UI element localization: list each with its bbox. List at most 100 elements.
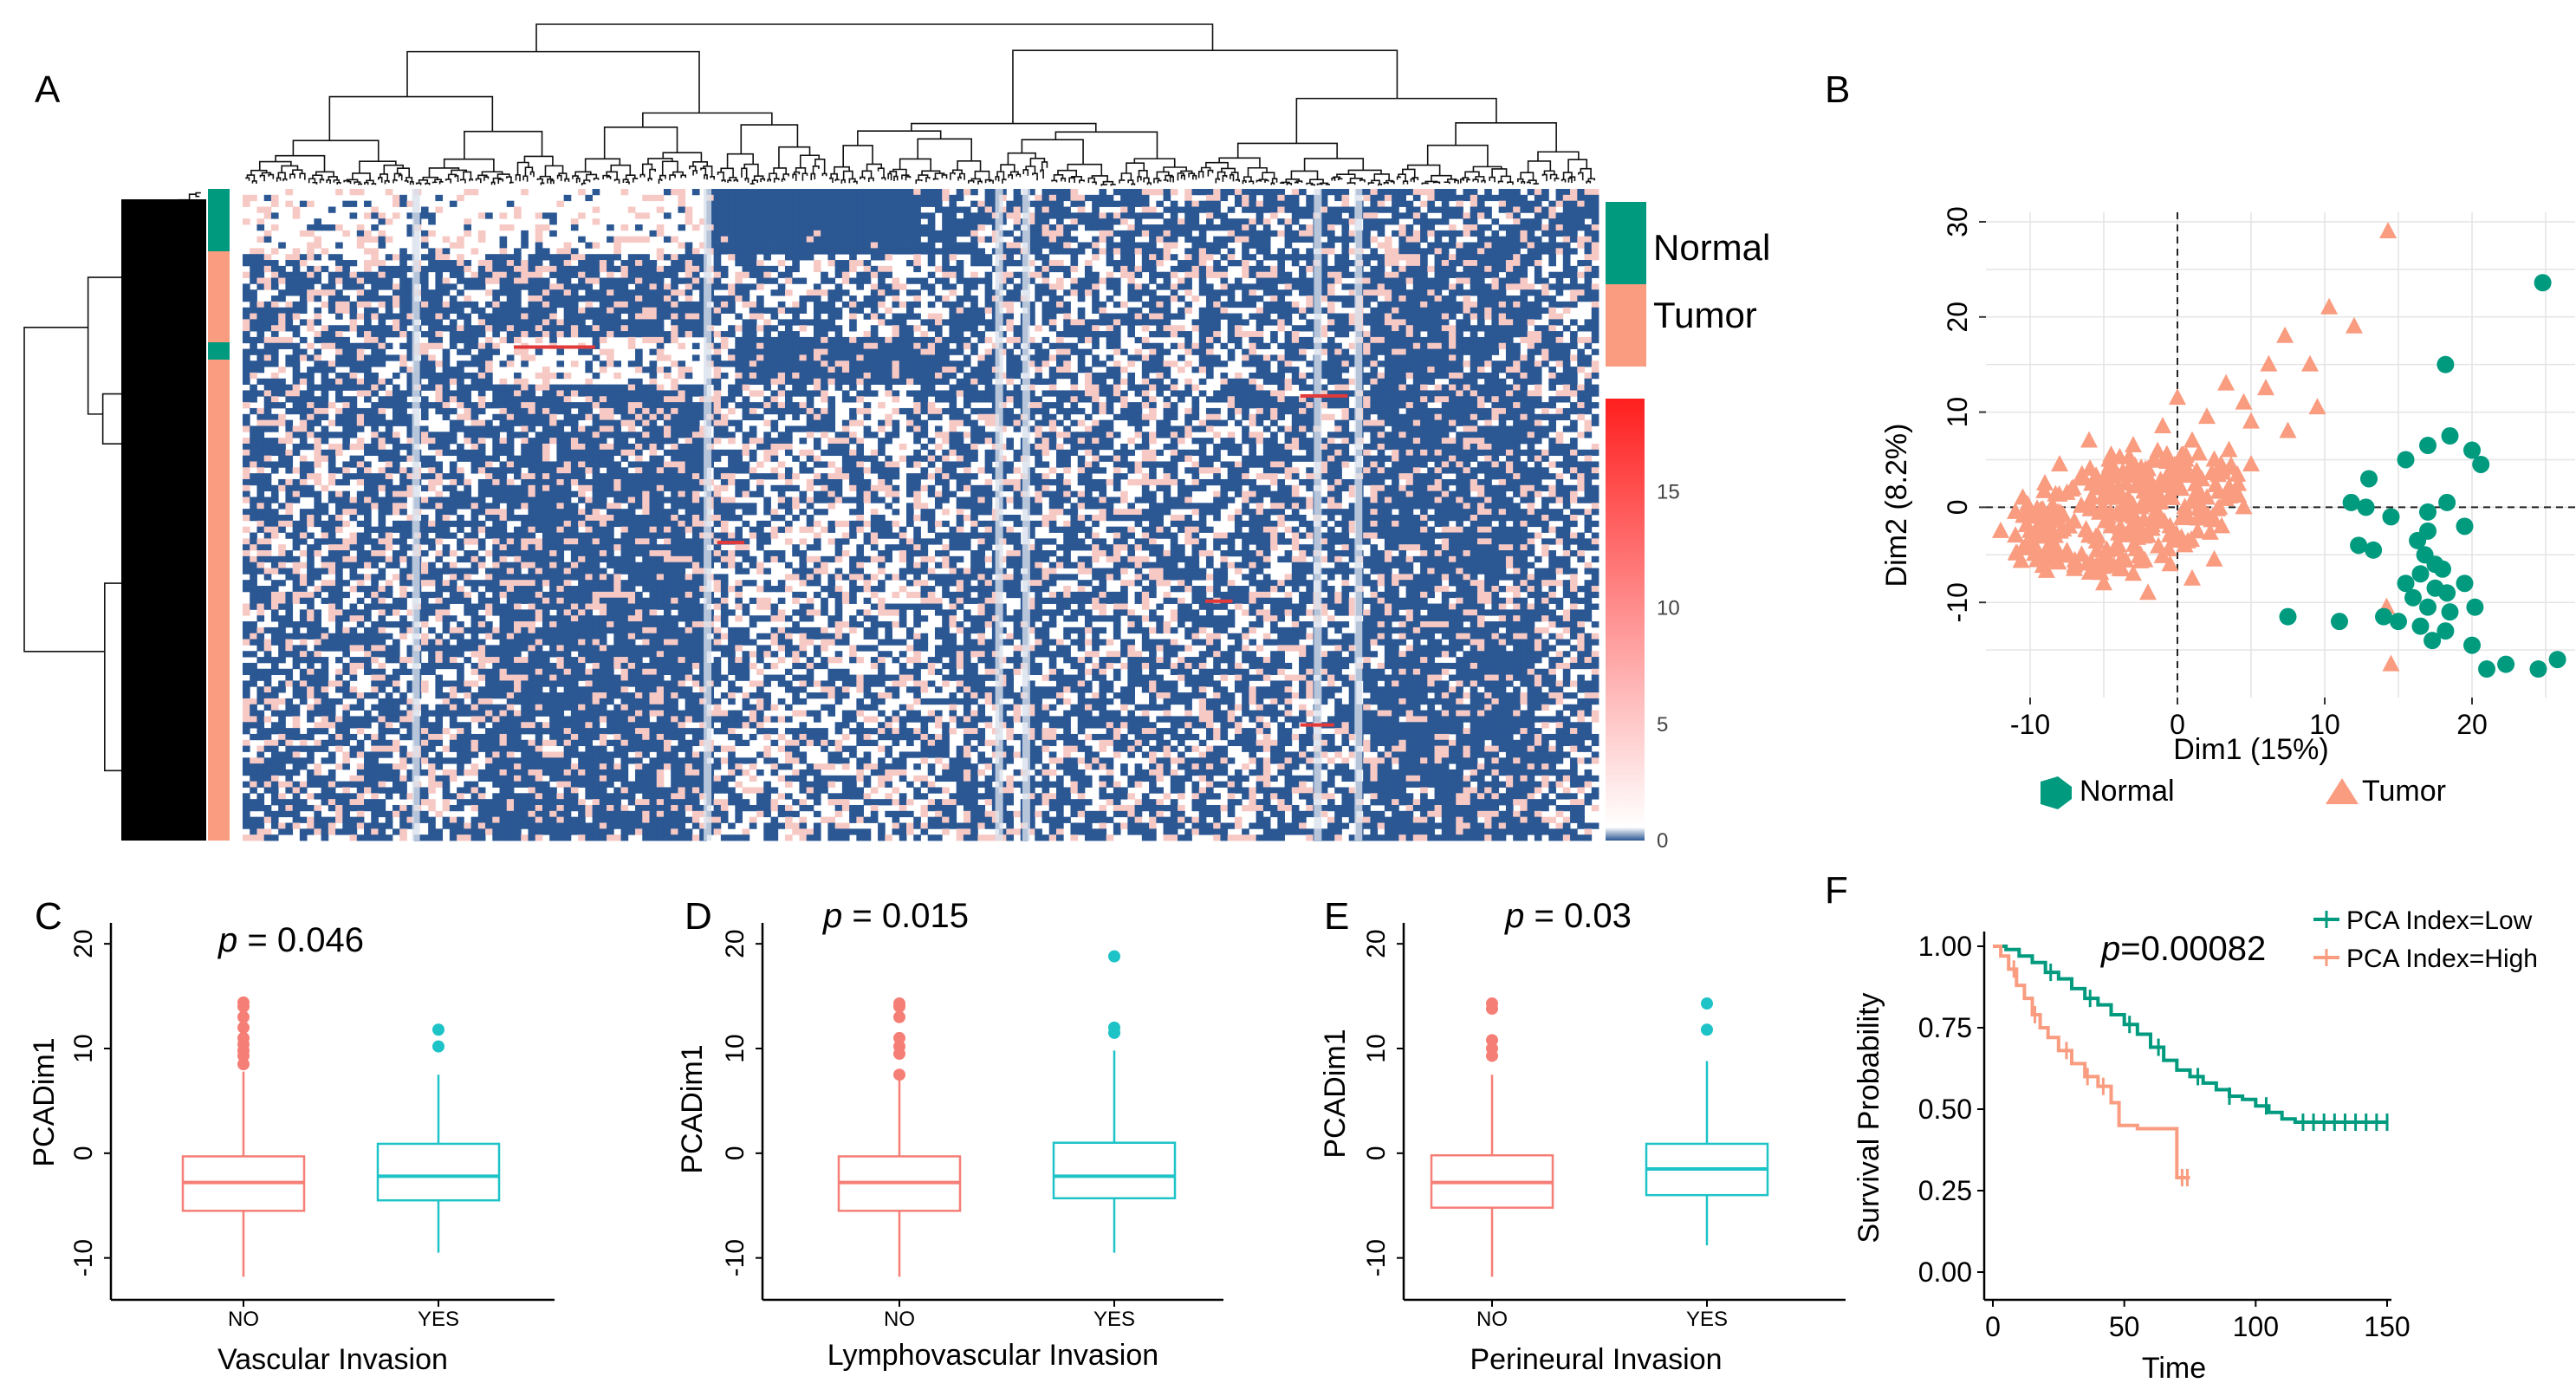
heatmap-cell	[1463, 271, 1471, 278]
heatmap-cell	[1256, 189, 1264, 196]
heatmap-cell	[1513, 319, 1521, 326]
heatmap-cell	[799, 354, 808, 361]
heatmap-cell	[1449, 254, 1457, 261]
heatmap-cell	[1562, 242, 1571, 249]
heatmap-cell	[1220, 307, 1229, 314]
heatmap-cell	[1463, 218, 1471, 225]
column-dendrogram-branch	[658, 179, 663, 185]
heatmap-cell	[777, 271, 786, 278]
heatmap-cell	[335, 307, 343, 314]
heatmap-cell	[1213, 331, 1221, 338]
heatmap-cell	[785, 242, 793, 249]
heatmap-cell	[592, 277, 600, 284]
heatmap-cell	[292, 325, 301, 332]
heatmap-cell	[1249, 331, 1257, 338]
heatmap-cell	[1127, 283, 1136, 290]
column-dendrogram-branch	[622, 179, 629, 183]
heatmap-cell	[849, 248, 857, 255]
heatmap-cell	[1006, 372, 1014, 380]
heatmap-cell	[1327, 372, 1335, 380]
heatmap-cell	[1548, 307, 1556, 314]
heatmap-cell	[1156, 372, 1164, 380]
heatmap-cell	[1213, 271, 1221, 278]
heatmap-cell	[870, 283, 879, 290]
heatmap-cell	[1063, 189, 1071, 196]
column-dendrogram-branch	[354, 181, 361, 185]
heatmap-cell	[899, 336, 907, 344]
column-dendrogram-branch	[1248, 180, 1255, 185]
heatmap-cell	[899, 236, 907, 243]
heatmap-cell	[1534, 260, 1542, 267]
heatmap-cell	[563, 242, 572, 249]
heatmap-cell	[1476, 295, 1485, 302]
heatmap-cell	[349, 325, 358, 332]
heatmap-cell	[834, 354, 843, 361]
heatmap-cell	[927, 378, 936, 385]
heatmap-cell	[285, 354, 294, 361]
heatmap-cell	[1577, 283, 1585, 290]
heatmap-cell	[435, 283, 444, 290]
heatmap-cell	[1370, 189, 1379, 196]
heatmap-cell	[691, 260, 700, 267]
heatmap-cell	[1035, 200, 1042, 207]
heatmap-cell	[1363, 242, 1371, 249]
heatmap-cell	[834, 206, 843, 213]
heatmap-cell	[1427, 301, 1435, 308]
heatmap-cell	[1392, 230, 1399, 237]
heatmap-cell	[785, 319, 793, 326]
heatmap-cell	[649, 325, 658, 332]
heatmap-cell	[870, 342, 879, 349]
heatmap-cell	[1220, 277, 1229, 284]
heatmap-cell	[250, 367, 257, 373]
heatmap-cell	[620, 265, 629, 273]
heatmap-cell	[906, 354, 914, 361]
heatmap-cell	[834, 360, 843, 367]
heatmap-cell	[763, 331, 771, 338]
heatmap-cell	[749, 254, 757, 261]
heatmap-cell	[464, 360, 471, 367]
heatmap-cell	[342, 200, 350, 207]
heatmap-cell	[535, 325, 543, 332]
heatmap-cell	[863, 313, 872, 320]
heatmap-cell	[635, 283, 643, 290]
heatmap-cell	[1156, 378, 1164, 385]
column-dendrogram-branch	[781, 178, 786, 182]
heatmap-cell	[1070, 254, 1079, 261]
heatmap-cell	[1427, 313, 1435, 320]
heatmap-cell	[1420, 325, 1428, 332]
column-dendrogram-branch	[1569, 176, 1576, 181]
heatmap-cell	[428, 331, 436, 338]
heatmap-cell	[849, 212, 857, 219]
column-dendrogram-branch	[974, 170, 990, 180]
column-dendrogram-branch	[1462, 177, 1470, 180]
column-dendrogram-branch	[1197, 171, 1204, 179]
heatmap-cell	[699, 289, 707, 296]
heatmap-cell	[735, 236, 743, 243]
heatmap-cell	[1412, 331, 1421, 338]
heatmap-cell	[749, 313, 757, 320]
heatmap-cell	[1028, 277, 1035, 284]
heatmap-cell	[1256, 200, 1264, 207]
heatmap-cell	[335, 295, 343, 302]
heatmap-cell	[642, 331, 650, 338]
heatmap-cell	[1291, 206, 1300, 213]
heatmap-cell	[1013, 283, 1022, 290]
heatmap-cell	[1412, 189, 1421, 196]
heatmap-cell	[691, 248, 700, 255]
heatmap-cell	[342, 260, 350, 267]
heatmap-cell	[1412, 260, 1421, 267]
heatmap-cell	[356, 242, 365, 249]
heatmap-cell	[1513, 242, 1521, 249]
heatmap-cell	[742, 271, 750, 278]
heatmap-cell	[1320, 242, 1328, 249]
column-dendrogram-branch	[1549, 173, 1558, 179]
heatmap-cell	[691, 283, 700, 290]
heatmap-cell	[678, 360, 686, 367]
heatmap-cell	[328, 271, 336, 278]
heatmap-cell	[1277, 342, 1285, 349]
heatmap-cell	[1427, 218, 1435, 225]
heatmap-cell	[1262, 218, 1271, 225]
heatmap-cell	[307, 295, 315, 302]
heatmap-cell	[1063, 224, 1071, 231]
heatmap-cell	[1449, 224, 1457, 231]
